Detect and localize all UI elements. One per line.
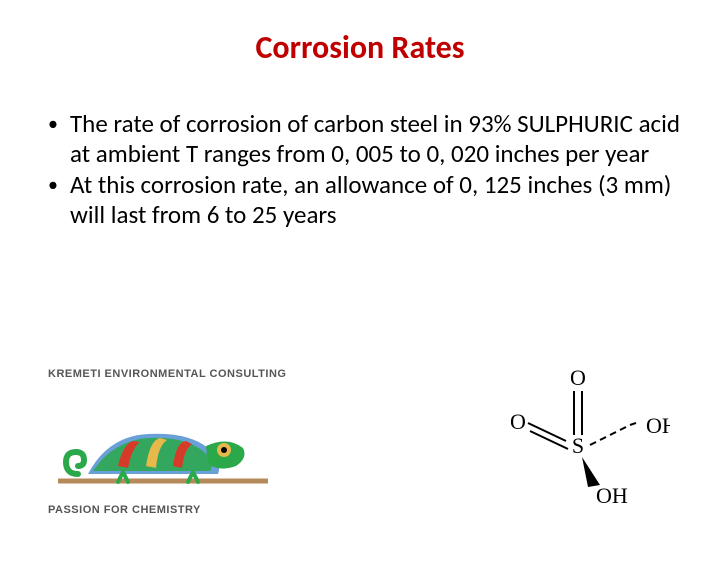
slide-title: Corrosion Rates — [0, 28, 720, 67]
bullet-text: At this corrosion rate, an allowance of … — [70, 170, 680, 229]
atom-o-left: O — [510, 409, 526, 434]
bullet-marker: • — [42, 170, 70, 198]
list-item: • The rate of corrosion of carbon steel … — [42, 109, 680, 168]
bullet-text: The rate of corrosion of carbon steel in… — [70, 109, 680, 168]
atom-oh-right: OH — [646, 413, 670, 438]
atom-s: S — [572, 433, 584, 458]
atom-o-top: O — [570, 365, 586, 390]
atom-oh-bottom: OH — [596, 483, 628, 508]
list-item: • At this corrosion rate, an allowance o… — [42, 170, 680, 229]
bullet-list: • The rate of corrosion of carbon steel … — [0, 109, 720, 229]
bullet-marker: • — [42, 109, 70, 137]
logo-tagline: PASSION FOR CHEMISTRY — [48, 504, 348, 516]
logo-company-name: KREMETI ENVIRONMENTAL CONSULTING — [48, 368, 348, 380]
sulfuric-acid-structure: S O O OH OH — [500, 363, 670, 513]
chameleon-image — [48, 386, 278, 496]
company-logo: KREMETI ENVIRONMENTAL CONSULTING PASSION… — [48, 368, 348, 516]
